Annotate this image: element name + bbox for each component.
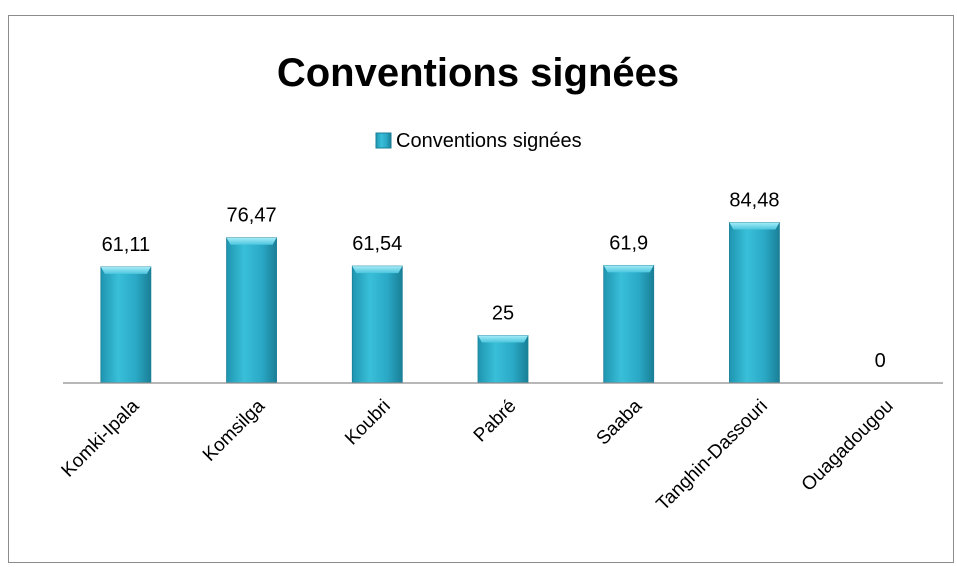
legend-label: Conventions signées xyxy=(396,130,582,152)
bar-cap xyxy=(100,266,151,274)
bar-cap xyxy=(478,335,528,343)
bar-komki-ipala xyxy=(100,266,152,384)
bars xyxy=(100,222,780,384)
data-label: 61,9 xyxy=(609,232,648,254)
data-label: 84,48 xyxy=(729,189,779,211)
data-labels: 61,11 76,47 61,54 25 61,9 84,48 0 xyxy=(102,189,886,372)
bar-cap xyxy=(603,265,654,273)
legend: Conventions signées xyxy=(375,130,582,152)
x-tick-label: Komki-Ipala xyxy=(58,395,144,481)
x-tick-label: Komsilga xyxy=(199,395,269,465)
bar-komsilga xyxy=(226,237,277,384)
bar-cap xyxy=(729,222,780,230)
x-tick-label: Tanghin-Dassouri xyxy=(653,396,772,515)
bar-koubri xyxy=(351,265,403,384)
legend-swatch xyxy=(375,132,392,149)
x-tick-label: Saaba xyxy=(593,395,647,449)
data-label: 76,47 xyxy=(227,205,277,227)
bar-pabr- xyxy=(477,335,529,384)
data-label: 25 xyxy=(492,303,514,325)
x-tick-label: Pabré xyxy=(470,396,521,447)
bar-cap xyxy=(352,266,403,274)
x-tick-label: Koubri xyxy=(341,396,395,450)
chart-title: Conventions signées xyxy=(277,51,679,95)
x-axis-tick-labels: Komki-Ipala Komsilga Koubri Pabré Saaba Tangh… xyxy=(58,395,898,515)
chart-frame xyxy=(8,15,954,563)
bar-tanghin-dassouri xyxy=(729,222,780,384)
data-label: 61,11 xyxy=(102,234,151,256)
data-label: 0 xyxy=(875,350,886,372)
data-label: 61,54 xyxy=(352,233,402,255)
bar-saaba xyxy=(603,264,655,384)
x-tick-label: Ouagadougou xyxy=(798,396,898,496)
bar-cap xyxy=(226,237,277,245)
